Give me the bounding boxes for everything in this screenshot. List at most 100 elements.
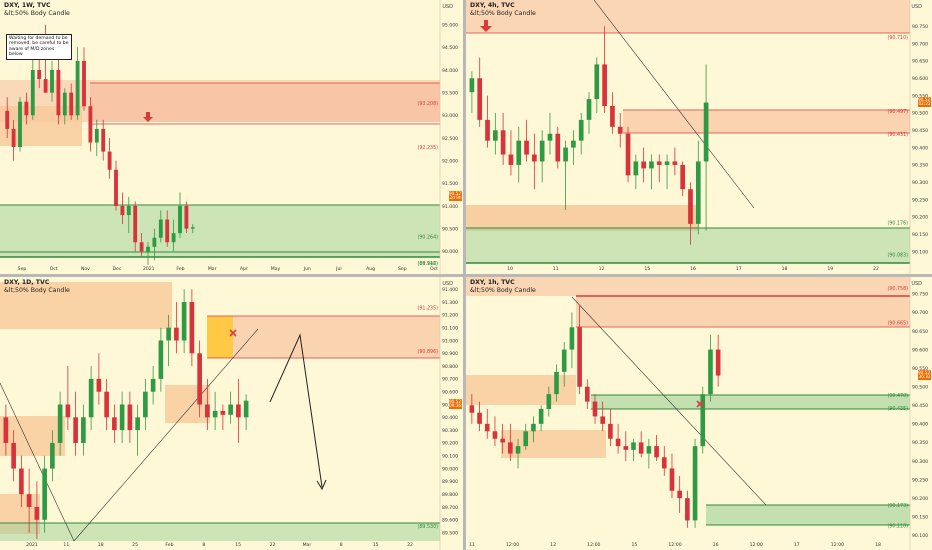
candle-body: [695, 161, 701, 224]
candle: [677, 475, 682, 513]
candle-body: [166, 327, 171, 341]
candle-body: [602, 64, 607, 106]
candle: [243, 394, 249, 431]
candle: [101, 119, 106, 161]
candle-body: [158, 340, 164, 379]
candle-body: [492, 431, 498, 439]
candle-body: [101, 128, 106, 152]
supply-zone: [623, 110, 910, 133]
panel-4h[interactable]: 90.750 90.700 90.650 90.600 90.550 90.500 90.4…: [466, 0, 932, 274]
candle: [152, 228, 157, 261]
candle-body: [18, 101, 22, 148]
candle: [617, 112, 623, 148]
trendline[interactable]: [593, 0, 755, 209]
candle: [197, 340, 202, 418]
candle: [532, 133, 537, 190]
candle-body: [563, 147, 568, 162]
candle-body: [577, 327, 582, 387]
candle: [133, 201, 138, 252]
y-tick-label: 95.000: [442, 22, 458, 28]
candle: [220, 404, 226, 431]
y-tick-label: 90.600: [442, 390, 458, 396]
level-label: (90.176): [887, 220, 908, 226]
projection-path[interactable]: [269, 333, 323, 488]
candle-body: [19, 468, 24, 495]
orange-block: [466, 375, 576, 405]
panel-daily[interactable]: 91.400 91.300 91.200 91.100 91.000 90.900 90.8…: [0, 277, 463, 550]
candle: [615, 423, 621, 454]
candle-body: [43, 79, 48, 93]
candle-body: [178, 205, 182, 234]
y-tick-label: 90.500: [912, 111, 928, 117]
candle: [73, 391, 78, 456]
y-tick-label: 91.500: [442, 181, 458, 187]
supply-zone: [207, 316, 440, 358]
candle: [547, 112, 553, 155]
y-axis: 91.400 91.300 91.200 91.100 91.000 90.900 90.8…: [439, 277, 458, 550]
supply-zone: [90, 83, 440, 122]
candle-body: [633, 161, 639, 176]
4h-chart: 90.750 90.700 90.650 90.600 90.550 90.500 90.4…: [466, 0, 928, 274]
candle-body: [127, 404, 133, 431]
x-tick-label: 8: [202, 542, 205, 548]
candle-body: [11, 442, 16, 469]
panel-weekly[interactable]: 95.000 94.500 94.000 93.500 93.000 92.500 92.0…: [0, 0, 463, 274]
orange-block: [0, 416, 65, 456]
candle-body: [539, 140, 545, 162]
candle: [539, 130, 545, 183]
x-tick-label: 15: [373, 542, 379, 548]
annotation-note[interactable]: Waiting for demand to be removed, be car…: [6, 34, 72, 60]
candle: [554, 364, 559, 402]
candle: [586, 92, 592, 134]
x-mark-icon: [696, 400, 704, 408]
candle: [190, 224, 195, 234]
trendline[interactable]: [73, 328, 259, 542]
candle-body: [146, 246, 150, 252]
candle-body: [107, 151, 112, 170]
x-tick-label: Mar: [208, 266, 217, 272]
candle: [127, 391, 133, 443]
candle-body: [112, 417, 117, 431]
candle-body: [555, 133, 561, 162]
candle-body: [715, 349, 721, 376]
candles: [5, 24, 195, 265]
candle-body: [73, 417, 78, 443]
y-tick-label: 90.600: [912, 347, 928, 353]
y-tick-label: 92.500: [442, 136, 458, 142]
candle: [610, 92, 615, 134]
candle-body: [189, 302, 195, 354]
candle-body: [524, 140, 529, 155]
candles: [469, 26, 709, 245]
candle: [236, 378, 241, 443]
y-tick-label: 90.450: [912, 403, 928, 409]
current-price: 90.527: [918, 369, 932, 375]
y-tick-label: 91.000: [442, 338, 458, 344]
candle-body: [586, 99, 592, 120]
candle: [477, 401, 482, 432]
candle: [484, 409, 490, 439]
x-tick-label: 12: [599, 266, 605, 272]
panel-subtitle: &lt;50% Body Candle: [4, 10, 70, 17]
current-price: 90.527: [449, 190, 463, 196]
y-tick-label: 90.250: [912, 197, 928, 203]
candle-body: [508, 442, 513, 454]
orange-block: [501, 430, 606, 458]
candle-body: [584, 386, 590, 402]
x-tick-label: 15: [631, 542, 637, 548]
y-tick-label: 91.000: [442, 204, 458, 210]
current-time: 36:32: [918, 374, 931, 380]
panel-hourly[interactable]: 90.750 90.700 90.650 90.600 90.550 90.500 90.4…: [466, 277, 932, 550]
candle: [516, 126, 522, 183]
trendline[interactable]: [0, 382, 75, 542]
candle-body: [228, 404, 233, 415]
y-tick-label: 90.200: [912, 215, 928, 221]
y-tick-label: 90.650: [912, 329, 928, 335]
trendline[interactable]: [571, 296, 767, 506]
x-tick-label: 15: [235, 542, 241, 548]
y-axis: 90.750 90.700 90.650 90.600 90.550 90.500 90.4…: [909, 0, 928, 274]
candle-body: [600, 416, 606, 424]
candle-body: [485, 119, 490, 141]
candle: [602, 26, 607, 113]
candle-body: [500, 438, 505, 443]
